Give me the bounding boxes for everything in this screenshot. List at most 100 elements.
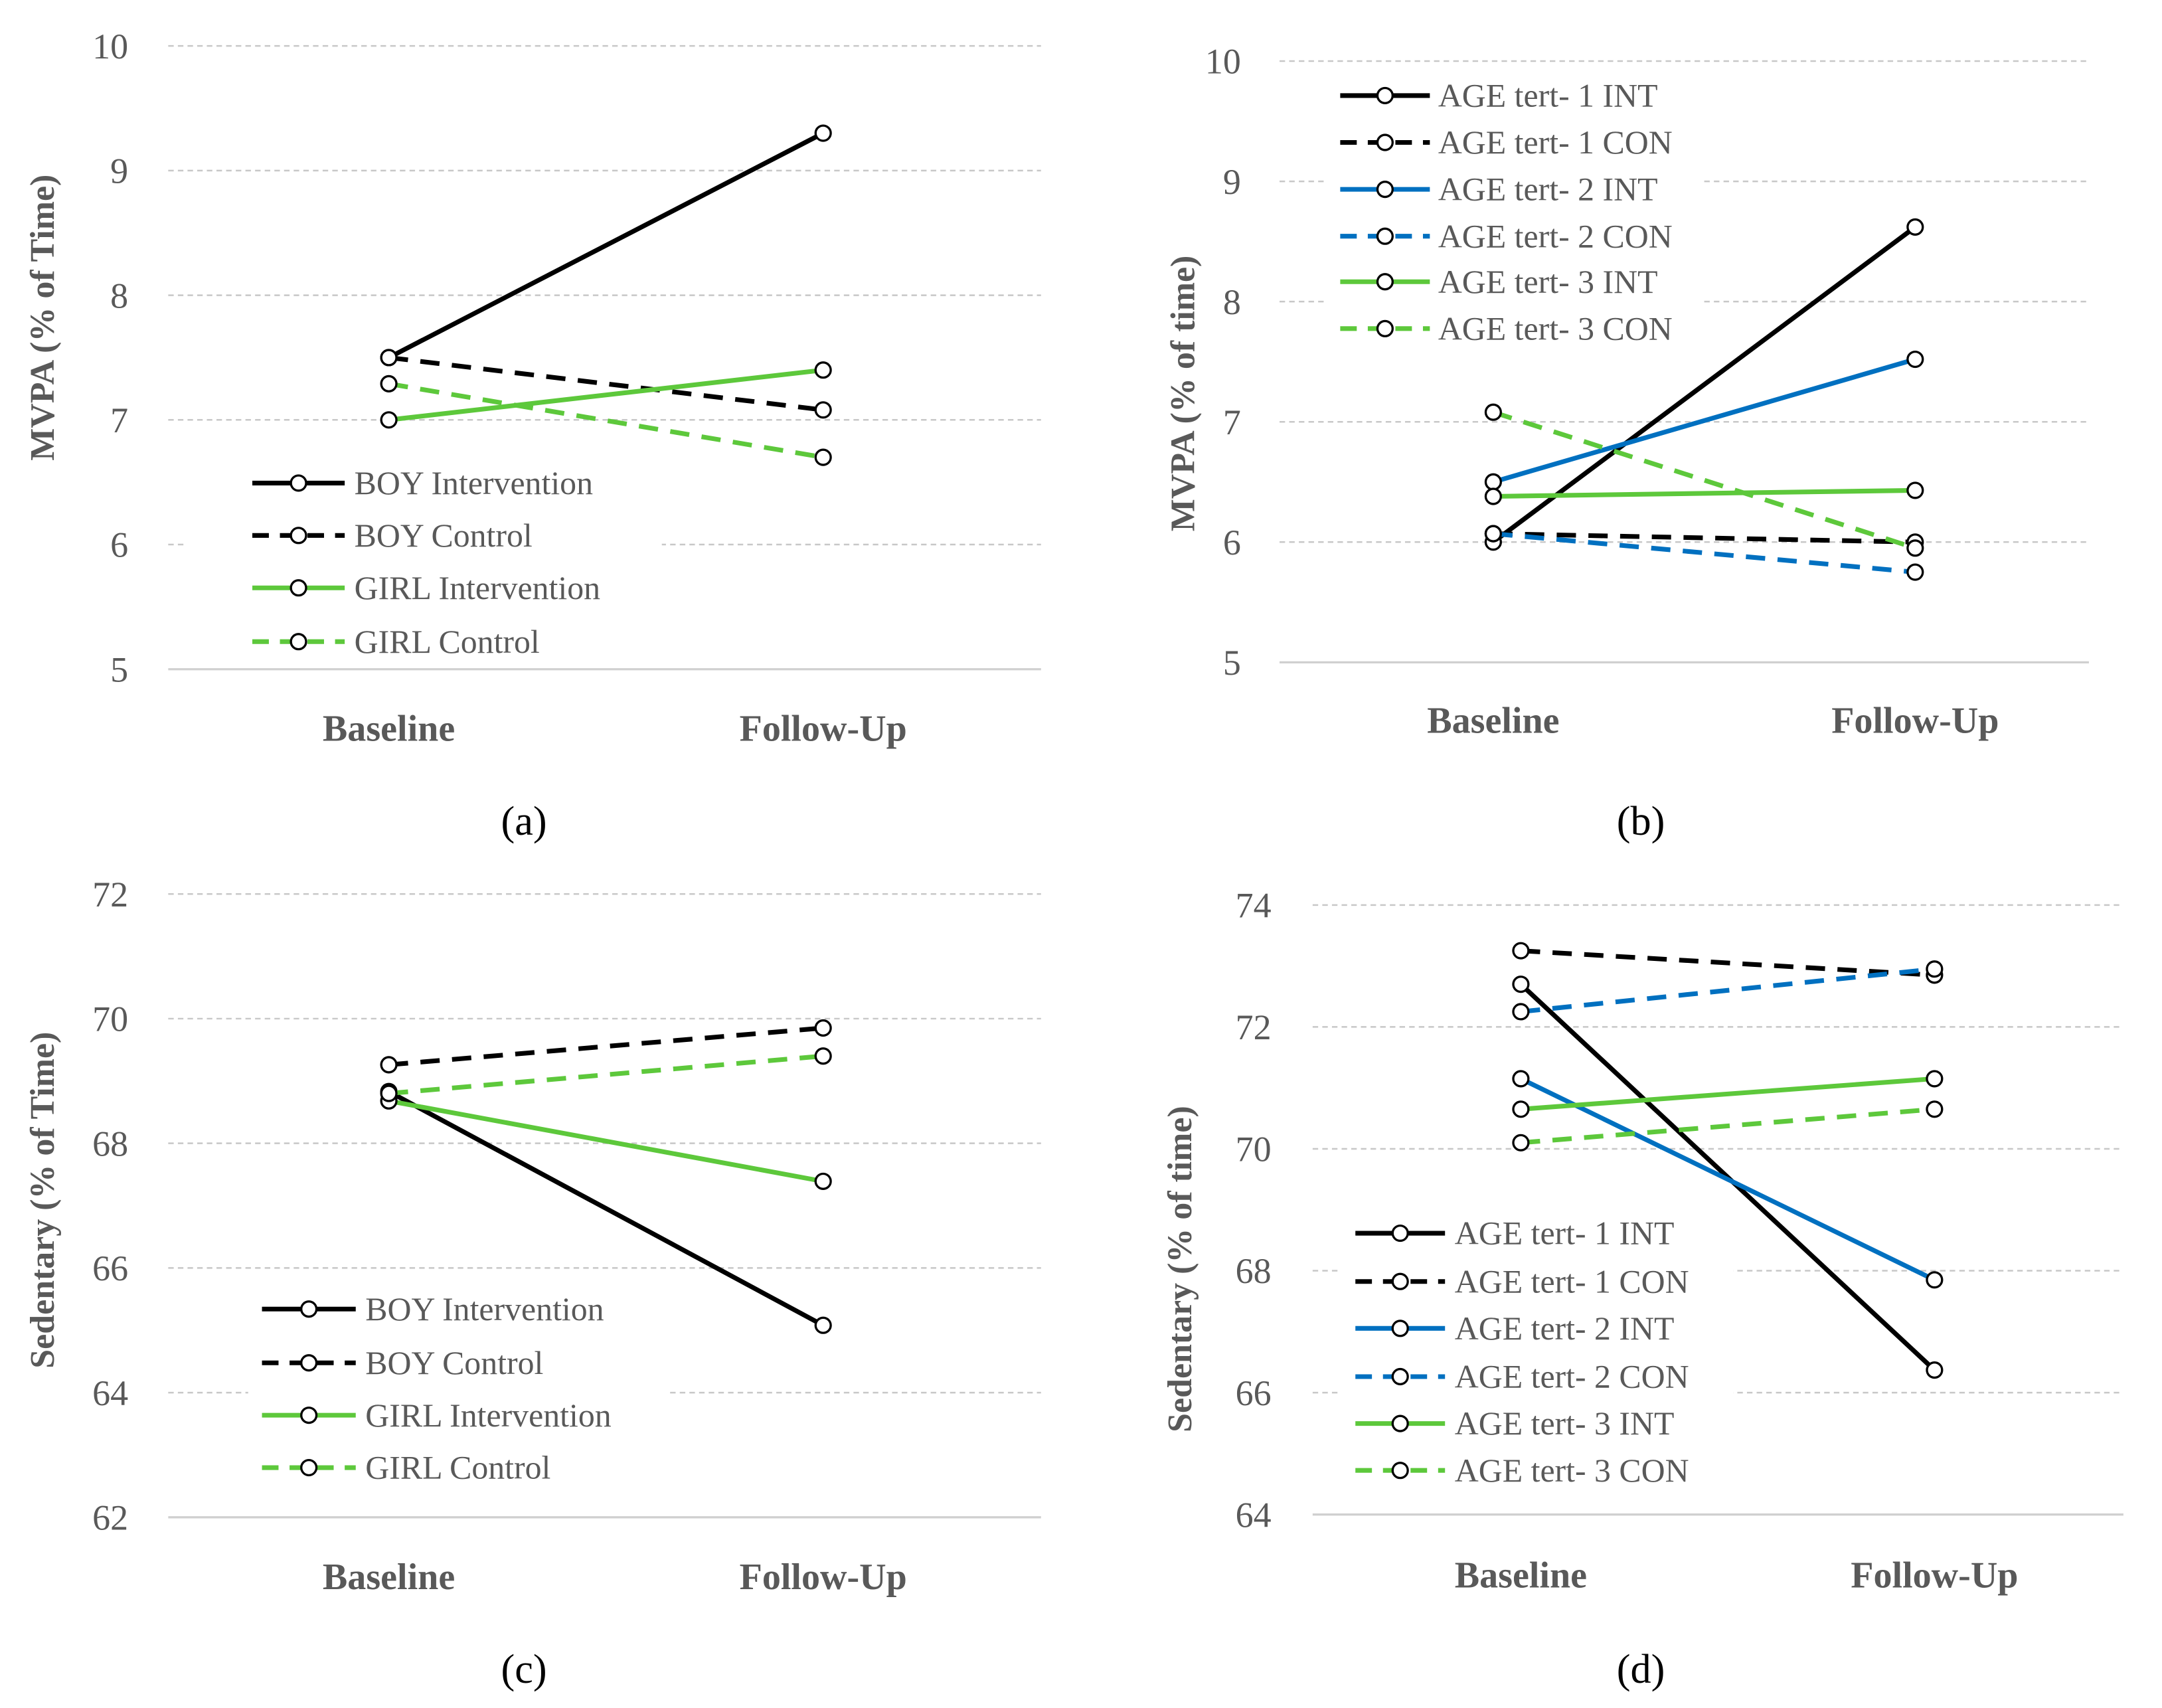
y-tick-label: 6 — [110, 525, 128, 565]
series-line — [388, 381, 824, 460]
legend-background — [186, 455, 662, 663]
x-tick-label: Follow-Up — [1831, 700, 1999, 741]
data-point — [814, 361, 832, 379]
y-tick-label: 64 — [92, 1373, 128, 1413]
data-point — [814, 1019, 832, 1037]
legend-label: AGE tert- 1 CON — [1455, 1263, 1689, 1300]
series-line — [388, 355, 824, 412]
legend-marker — [1391, 1320, 1409, 1337]
series-boy-control — [380, 349, 832, 419]
legend-marker — [300, 1407, 318, 1424]
data-point — [1906, 539, 1924, 557]
legend-label: BOY Intervention — [355, 465, 593, 501]
legend-label: BOY Control — [355, 517, 533, 554]
y-tick-label: 7 — [1223, 402, 1241, 442]
legend-marker — [1376, 86, 1394, 104]
series-line — [387, 131, 825, 360]
data-point — [814, 124, 832, 142]
series-age-tert-2-int — [1484, 350, 1924, 491]
data-point — [1926, 960, 1944, 978]
x-tick-label: Follow-Up — [1851, 1555, 2018, 1596]
y-tick-label: 72 — [92, 875, 128, 914]
series-line — [388, 1098, 824, 1184]
chart-panel-d: 64 66 68 70 72 74 Baseline Follow-Up Sedentary (… — [1161, 886, 2123, 1692]
legend-item: AGE tert- 3 INT — [1340, 264, 1658, 300]
data-point — [1926, 1070, 1944, 1088]
legend-marker — [290, 527, 307, 545]
series-age-tert-2-int — [1512, 1070, 1944, 1289]
legend-item: AGE tert- 1 CON — [1355, 1263, 1689, 1300]
y-tick-label: 8 — [1223, 282, 1241, 322]
legend-label: AGE tert- 3 CON — [1455, 1452, 1689, 1489]
panel-label: (c) — [501, 1646, 547, 1692]
legend-marker — [1391, 1272, 1409, 1290]
legend-marker — [300, 1354, 318, 1372]
series-age-tert-2-con — [1512, 960, 1944, 1021]
legend-label: AGE tert- 2 INT — [1438, 171, 1658, 208]
y-tick-label: 6 — [1223, 523, 1241, 562]
y-tick-label: 10 — [1205, 42, 1241, 82]
series-line — [387, 1089, 825, 1327]
panel-label: (b) — [1617, 798, 1665, 844]
legend-marker — [290, 474, 307, 492]
y-tick-label: 64 — [1236, 1495, 1272, 1535]
legend-marker — [1391, 1462, 1409, 1480]
legend-label: AGE tert- 3 INT — [1438, 264, 1658, 300]
legend-item: BOY Intervention — [262, 1291, 604, 1327]
legend-label: AGE tert- 2 CON — [1438, 218, 1673, 254]
y-axis-title: Sedentary (% of Time) — [24, 1032, 62, 1369]
data-point — [1484, 525, 1502, 543]
data-point — [380, 375, 398, 392]
legend-item: AGE tert- 1 INT — [1355, 1215, 1674, 1252]
data-point — [1484, 487, 1502, 505]
series-line — [1493, 531, 1916, 545]
series-line — [1521, 966, 1935, 1014]
data-point — [380, 1056, 398, 1074]
legend-label: AGE tert- 1 CON — [1438, 124, 1673, 161]
y-tick-label: 68 — [1236, 1251, 1272, 1291]
legend-item: AGE tert- 2 INT — [1355, 1310, 1674, 1347]
series-line — [1521, 1076, 1935, 1112]
series-line — [388, 1025, 823, 1067]
legend-item: AGE tert- 3 CON — [1355, 1452, 1689, 1489]
legend-label: GIRL Control — [365, 1450, 550, 1486]
legend-marker — [1391, 1367, 1409, 1386]
legend-marker — [1376, 227, 1394, 245]
series-girl-intervention — [380, 361, 832, 429]
series-boy-intervention — [380, 124, 832, 367]
legend-label: GIRL Intervention — [365, 1397, 611, 1434]
legend-marker — [1376, 273, 1394, 291]
data-point — [1926, 1271, 1944, 1289]
y-tick-label: 70 — [1236, 1130, 1272, 1169]
legend-item: AGE tert- 3 CON — [1340, 310, 1673, 347]
chart-panel-a: 5 6 7 8 9 10 Baseline Follow-Up MVPA (% of Time)… — [24, 27, 1041, 844]
series-line — [1492, 410, 1916, 551]
legend-item: GIRL Intervention — [262, 1397, 612, 1434]
x-tick-label: Baseline — [1427, 700, 1559, 741]
y-tick-label: 66 — [92, 1248, 128, 1288]
chart-panel-b: 5 6 7 8 9 10 Baseline Follow-Up MVPA (% of time)… — [1164, 42, 2089, 844]
legend-item: GIRL Control — [262, 1450, 550, 1486]
legend-label: AGE tert- 3 INT — [1455, 1405, 1675, 1442]
legend-item: AGE tert- 2 INT — [1340, 171, 1658, 208]
legend-item: BOY Control — [252, 517, 533, 554]
legend-background — [248, 1280, 669, 1488]
series-line — [1519, 1076, 1936, 1282]
y-tick-label: 5 — [1223, 643, 1241, 683]
series-girl-control — [380, 1047, 832, 1102]
data-point — [1906, 218, 1924, 236]
y-tick-label: 70 — [92, 999, 128, 1039]
data-point — [1484, 473, 1502, 491]
legend-background — [1340, 1208, 1734, 1492]
legend-marker — [1376, 319, 1394, 337]
legend-marker — [300, 1458, 318, 1477]
legend-item: AGE tert- 1 CON — [1340, 124, 1673, 161]
data-point — [380, 411, 398, 429]
legend-label: AGE tert- 3 CON — [1438, 310, 1673, 347]
series-line — [388, 367, 824, 422]
series-line — [1493, 487, 1916, 499]
data-point — [1512, 1100, 1530, 1118]
data-point — [1512, 1070, 1530, 1088]
data-point — [814, 1172, 832, 1190]
